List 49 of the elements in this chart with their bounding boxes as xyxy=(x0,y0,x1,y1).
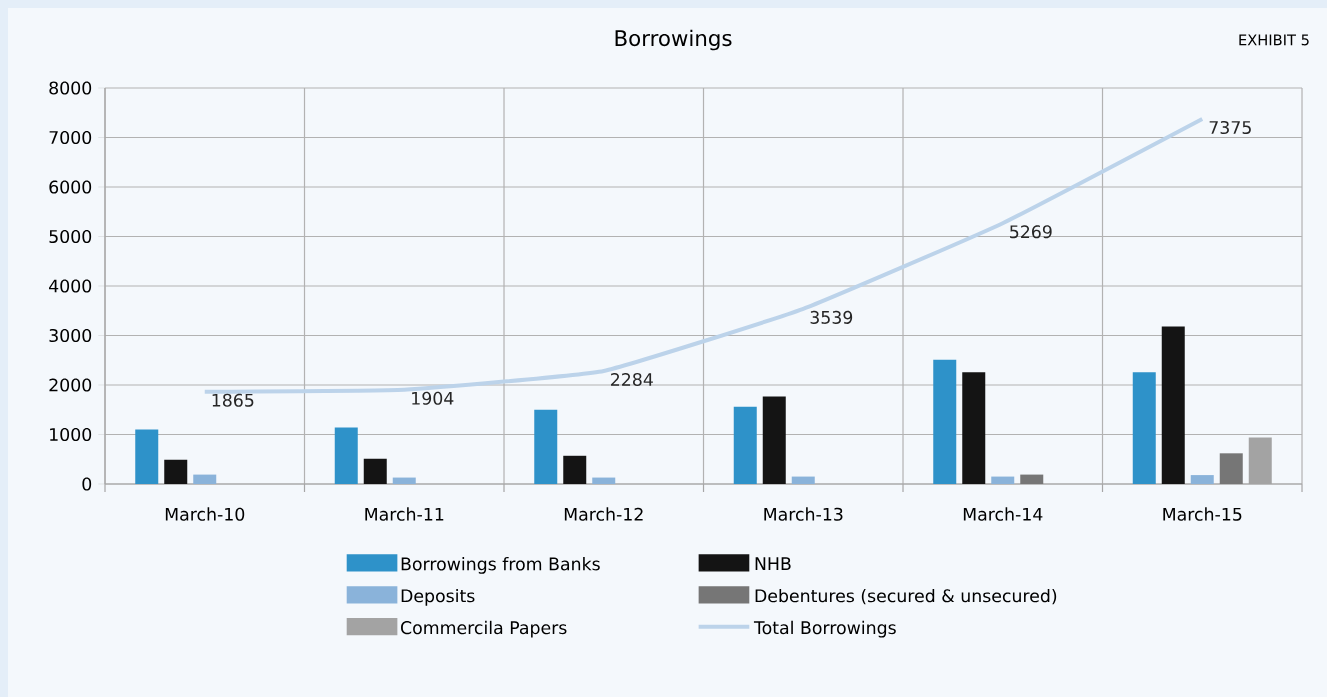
y-tick-label: 3000 xyxy=(49,328,92,343)
text: EXHIBIT 5 xyxy=(1239,34,1309,46)
bar xyxy=(164,459,188,484)
bar xyxy=(193,474,217,484)
x-tick-label: March-15 xyxy=(1163,507,1242,521)
bar xyxy=(592,477,616,484)
data-label: 3539 xyxy=(810,310,853,324)
bar xyxy=(534,409,558,484)
y-tick-label: 7000 xyxy=(49,130,92,145)
y-tick-label: 2000 xyxy=(49,378,92,392)
data-label: 1865 xyxy=(212,393,254,407)
y-tick-label: 4000 xyxy=(49,279,92,293)
y-tick-label: 0 xyxy=(82,477,92,491)
bar xyxy=(933,359,957,484)
bar xyxy=(363,458,387,484)
bar xyxy=(1190,475,1214,484)
x-tick-label: March-11 xyxy=(365,507,444,521)
x-tick-label: March-13 xyxy=(764,507,843,521)
legend-label: NHB xyxy=(755,557,791,570)
y-tick-label: 5000 xyxy=(49,229,92,244)
bar xyxy=(334,427,358,484)
bar xyxy=(135,429,159,484)
x-tick-label: March-12 xyxy=(564,507,643,521)
bar xyxy=(392,477,416,484)
bar xyxy=(1132,372,1156,484)
legend-label: Deposits xyxy=(401,588,475,606)
legend-label: Debentures (secured & unsecured) xyxy=(755,588,1057,605)
bar xyxy=(1161,326,1185,484)
legend-label: Borrowings from Banks xyxy=(401,557,600,574)
bar xyxy=(733,406,757,484)
bar xyxy=(991,476,1015,484)
bar xyxy=(1219,453,1243,484)
bar xyxy=(962,372,986,484)
x-tick-label: March-10 xyxy=(165,507,245,521)
bar xyxy=(791,476,815,484)
data-label: 7375 xyxy=(1209,120,1251,135)
legend-label: Total Borrowings xyxy=(753,620,896,638)
data-label: 1904 xyxy=(412,391,454,405)
bar xyxy=(762,396,786,484)
y-tick-label: 8000 xyxy=(49,81,92,95)
data-label: 2284 xyxy=(611,372,653,387)
bar xyxy=(563,455,587,484)
data-label: 5269 xyxy=(1010,225,1052,239)
legend-label: Commercila Papers xyxy=(401,620,567,638)
bar xyxy=(1020,474,1044,484)
y-tick-label: 6000 xyxy=(49,180,92,194)
x-tick-label: March-14 xyxy=(963,507,1043,521)
chart-title: Borrowings xyxy=(615,29,732,51)
y-tick-label: 1000 xyxy=(50,427,92,442)
